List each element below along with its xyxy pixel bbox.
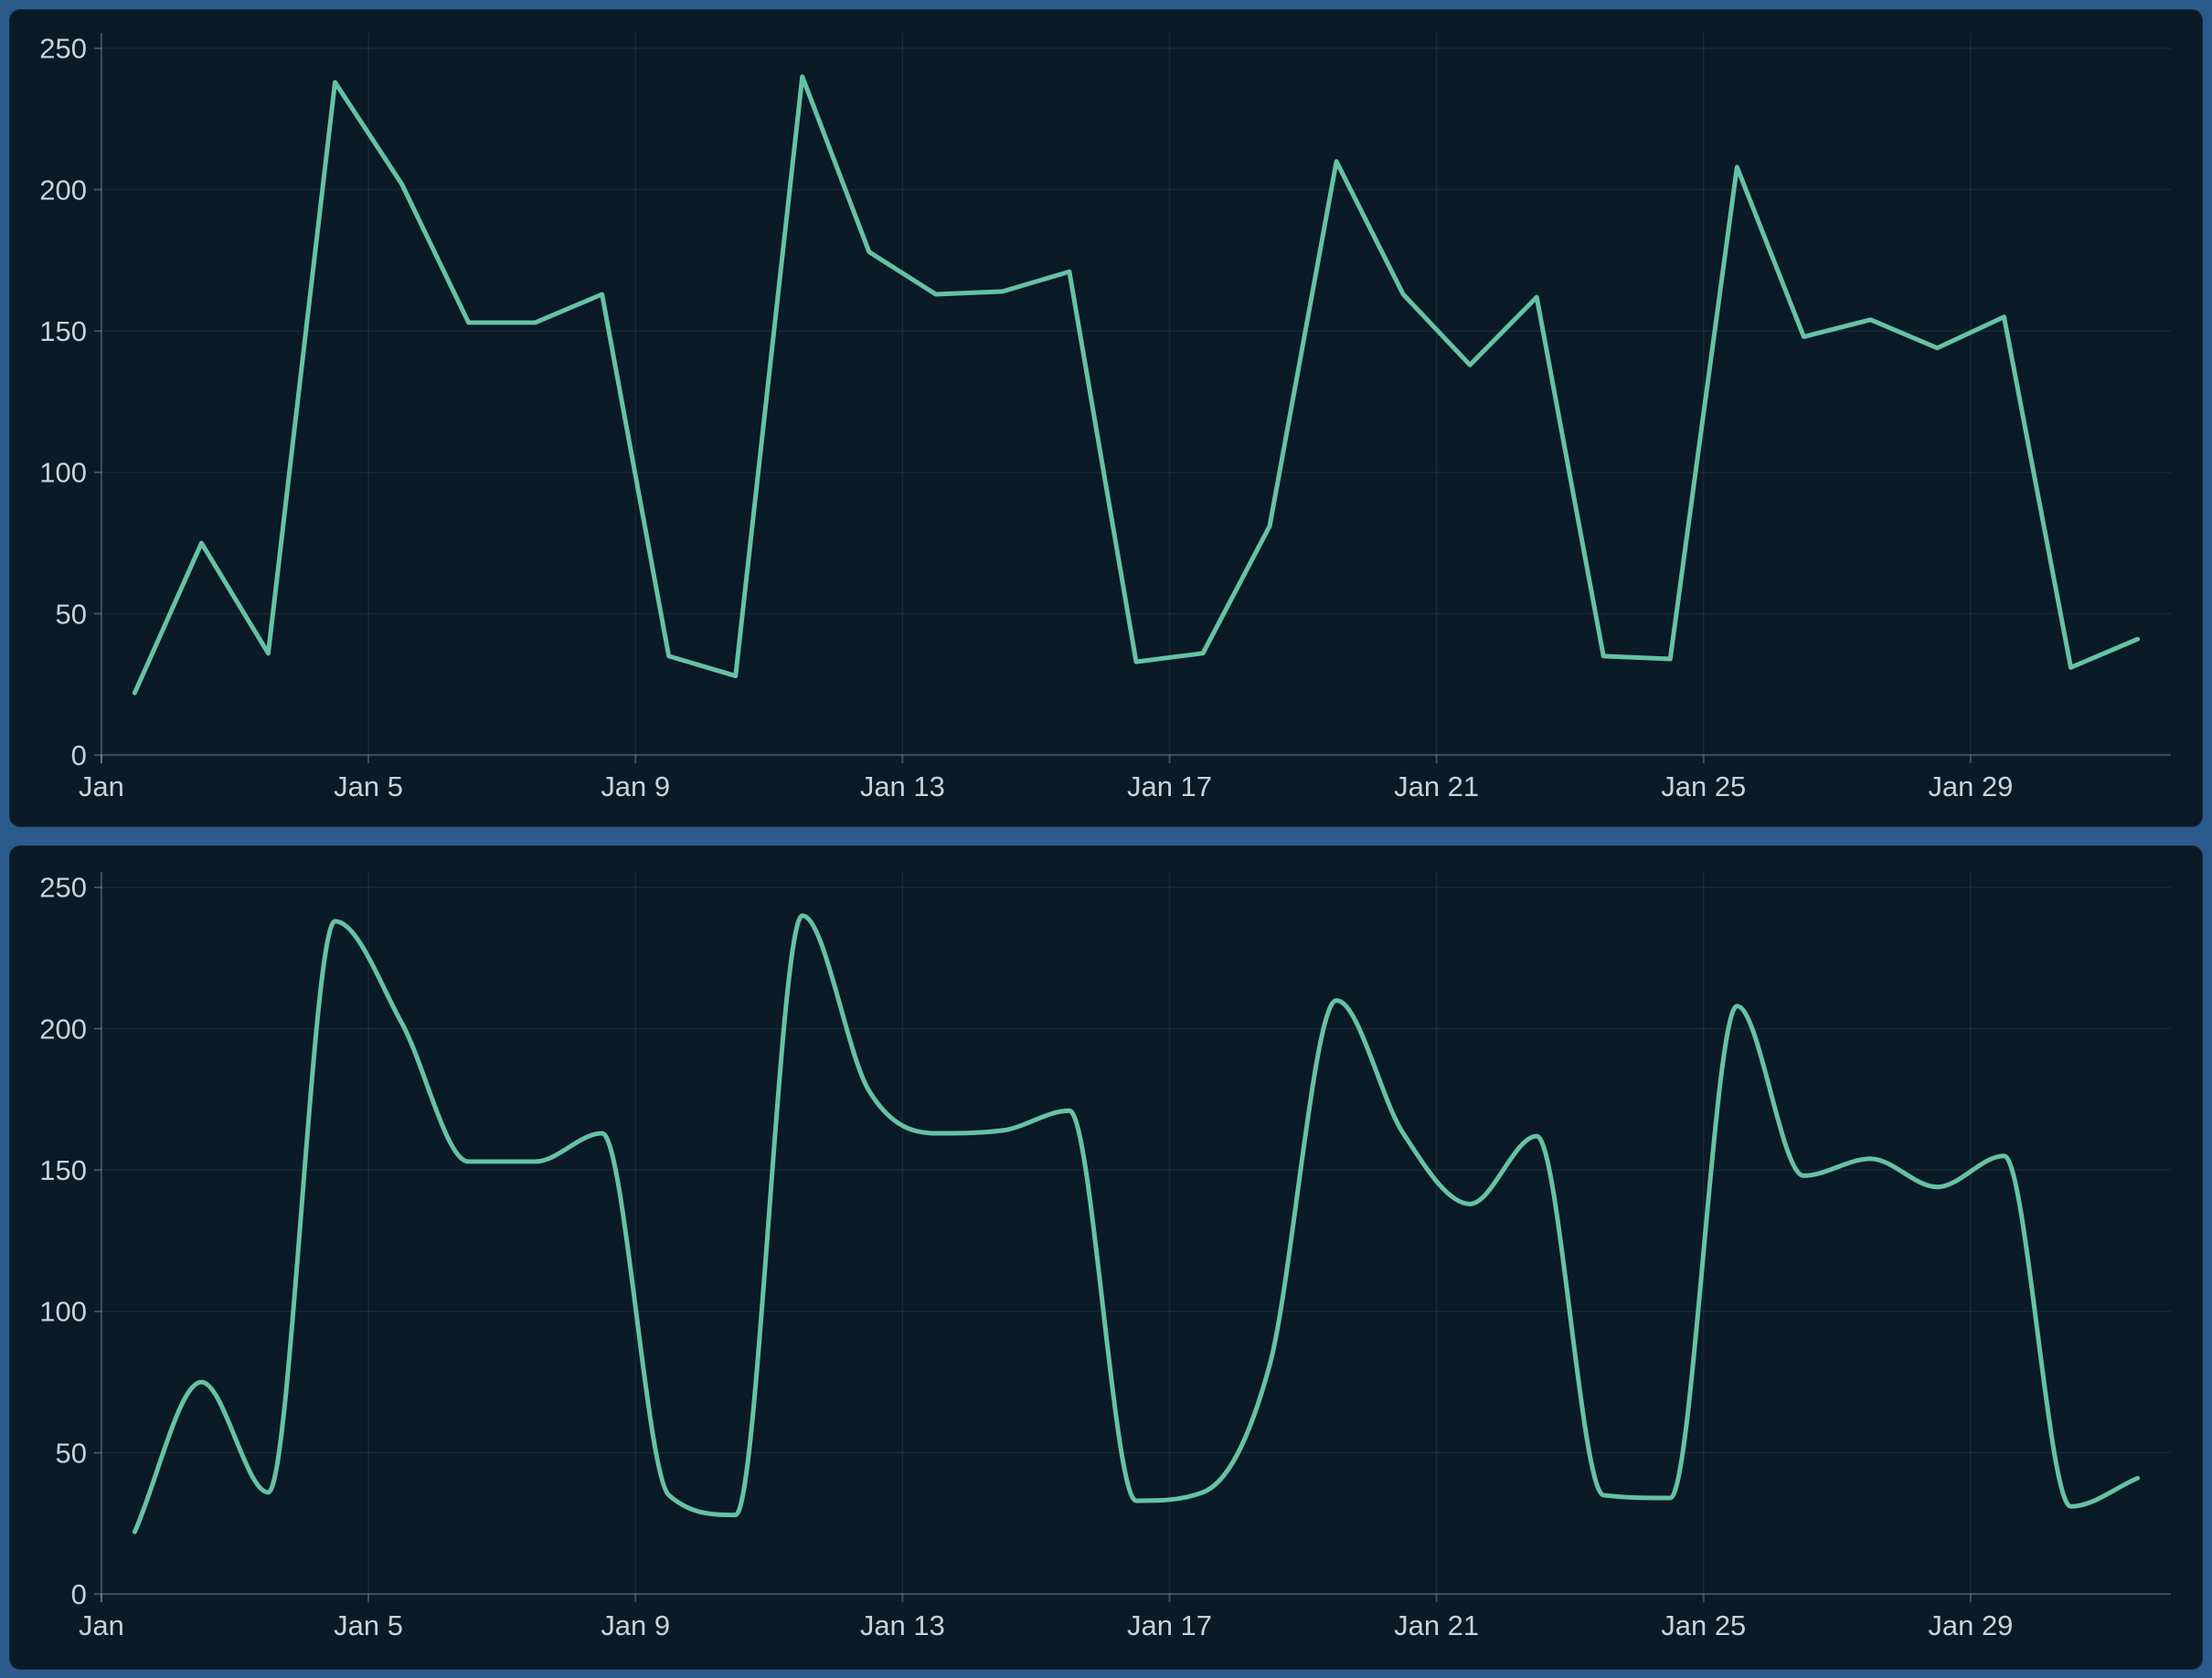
series-line[interactable] [132,74,2141,696]
x-tick-label: Jan [79,770,124,802]
x-tick-label: Jan 5 [334,1609,403,1641]
y-tick-label: 200 [39,174,87,206]
y-tick-label: 150 [39,315,87,347]
x-tick-label: Jan 25 [1661,770,1746,802]
x-tick-label: Jan 21 [1394,770,1479,802]
line-chart-linear[interactable]: 0 50 100 150 200 250 Jan Jan 5 Jan 9 Jan 13 Jan 17… [10,10,2202,826]
chart-panel-top: 0 50 100 150 200 250 Jan Jan 5 Jan 9 Jan 13 Jan 17… [9,9,2203,827]
x-tick-label: Jan 29 [1928,770,2013,802]
x-tick-label: Jan 13 [860,1609,945,1641]
y-tick-label: 0 [71,739,87,771]
y-tick-label: 100 [39,1296,87,1328]
x-tick-label: Jan 29 [1928,1609,2013,1641]
y-tick-label: 100 [39,457,87,489]
y-tick-label: 50 [55,1437,86,1469]
x-tick-label: Jan 13 [860,770,945,802]
y-tick-label: 250 [39,872,87,904]
x-tick-label: Jan 17 [1127,770,1212,802]
y-tick-label: 200 [39,1013,87,1045]
series-line[interactable] [132,913,2141,1535]
x-tick-label: Jan 9 [601,1609,670,1641]
y-tick-label: 0 [71,1578,87,1610]
y-tick-label: 250 [39,33,87,65]
x-tick-label: Jan 25 [1661,1609,1746,1641]
x-tick-label: Jan 17 [1127,1609,1212,1641]
x-tick-label: Jan 9 [601,770,670,802]
line-chart-smooth[interactable]: 0 50 100 150 200 250 Jan Jan 5 Jan 9 Jan 13 Jan 17… [10,846,2202,1669]
x-tick-label: Jan [79,1609,124,1641]
y-tick-label: 50 [55,598,86,630]
y-tick-label: 150 [39,1154,87,1186]
x-tick-label: Jan 5 [334,770,403,802]
chart-panel-bottom: 0 50 100 150 200 250 Jan Jan 5 Jan 9 Jan 13 Jan 17… [9,845,2203,1670]
x-tick-label: Jan 21 [1394,1609,1479,1641]
